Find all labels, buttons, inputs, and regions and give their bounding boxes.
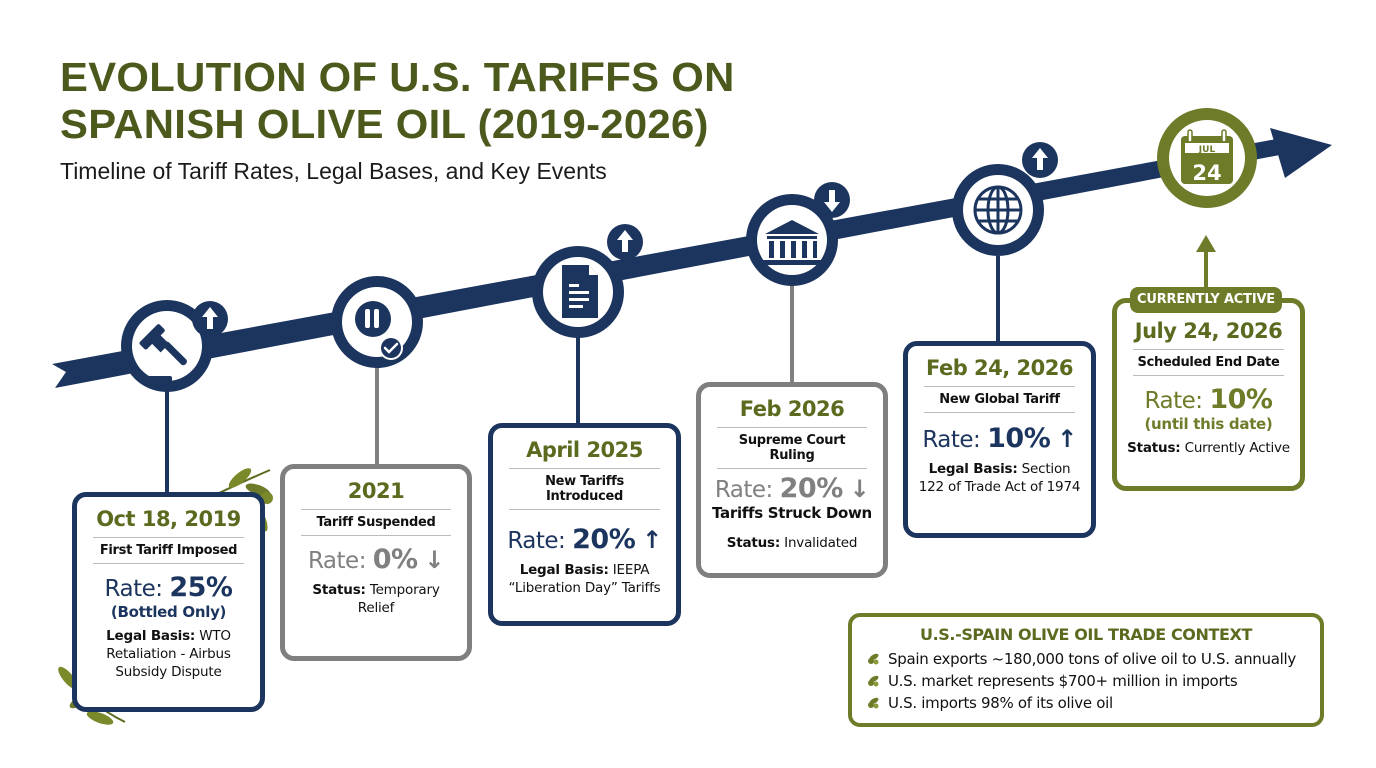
context-item: U.S. imports 98% of its olive oil: [866, 692, 1306, 714]
event-basis: Legal Basis: IEEPA “Liberation Day” Tari…: [508, 562, 661, 596]
currently-active-badge: CURRENTLY ACTIVE: [1130, 287, 1282, 313]
page-subtitle: Timeline of Tariff Rates, Legal Bases, a…: [60, 158, 607, 184]
event-card-feb-24-2026: Feb 24, 2026 New Global Tariff Rate: 10%…: [903, 341, 1096, 538]
olive-leaf-icon: [868, 653, 879, 665]
context-title: U.S.-SPAIN OLIVE OIL TRADE CONTEXT: [920, 625, 1252, 644]
event-date: Oct 18, 2019: [96, 507, 241, 531]
arrow-up-icon: [192, 301, 228, 337]
event-title: Scheduled End Date: [1133, 349, 1284, 376]
event-date: Feb 2026: [739, 397, 845, 421]
arrow-up-icon: ↑: [1057, 425, 1077, 453]
context-item: Spain exports ~180,000 tons of olive oil…: [866, 648, 1306, 670]
title-line-1: EVOLUTION OF U.S. TARIFFS ON: [60, 54, 735, 100]
event-card-2021: 2021 Tariff Suspended Rate: 0% ↓ Status:…: [280, 464, 472, 661]
event-title: Supreme Court Ruling: [717, 427, 867, 469]
gavel-icon: [121, 300, 213, 392]
event-title: New Tariffs Introduced: [509, 468, 660, 510]
arrow-down-icon: [814, 182, 850, 218]
trade-context-box: U.S.-SPAIN OLIVE OIL TRADE CONTEXT Spain…: [848, 613, 1324, 727]
event-status: Status: Invalidated: [726, 535, 858, 551]
arrow-up-icon: [607, 224, 643, 260]
event-card-july-2026: July 24, 2026 Scheduled End Date Rate: 1…: [1112, 298, 1305, 491]
event-status: Status: Currently Active: [1127, 440, 1290, 456]
context-item: U.S. market represents $700+ million in …: [866, 670, 1306, 692]
pause-check-icon: [331, 276, 423, 368]
event-rate: Rate: 25%: [104, 572, 233, 603]
event-title: Tariff Suspended: [301, 509, 451, 536]
arrow-down-icon: ↓: [849, 475, 870, 503]
event-rate-note: Tariffs Struck Down: [712, 504, 872, 522]
event-basis: Legal Basis: Section 122 of Trade Act of…: [918, 461, 1081, 495]
title-line-2: SPANISH OLIVE OIL (2019-2026): [60, 101, 709, 147]
courthouse-icon: [746, 194, 838, 286]
event-rate: Rate: 20% ↑: [507, 524, 662, 555]
event-rate: Rate: 0% ↓: [307, 544, 445, 575]
event-basis: Legal Basis: WTO Retaliation - Airbus Su…: [106, 628, 231, 680]
event-title: First Tariff Imposed: [93, 537, 244, 564]
event-date: Feb 24, 2026: [925, 356, 1074, 380]
event-rate: Rate: 10% ↑: [922, 423, 1077, 454]
connector-6-arrow: [1196, 235, 1216, 292]
arrow-down-icon: ↓: [424, 546, 445, 574]
event-date: 2021: [347, 479, 405, 503]
arrow-up-icon: [1022, 142, 1058, 178]
event-date: July 24, 2026: [1134, 319, 1283, 343]
event-date: April 2025: [526, 438, 643, 462]
olive-leaf-icon: [868, 697, 879, 709]
event-title: New Global Tariff: [924, 386, 1075, 413]
globe-icon: [952, 164, 1044, 256]
event-rate: Rate: 20% ↓: [714, 473, 870, 504]
event-card-april-2025: April 2025 New Tariffs Introduced Rate: …: [488, 423, 681, 626]
svg-text:24: 24: [1192, 161, 1221, 185]
calendar-icon: JUL 24: [1157, 108, 1257, 208]
event-rate-note: (until this date): [1144, 415, 1273, 433]
event-status: Status: Temporary Relief: [312, 582, 440, 616]
event-card-feb-2026: Feb 2026 Supreme Court Ruling Rate: 20% …: [696, 382, 888, 578]
svg-text:JUL: JUL: [1198, 145, 1216, 155]
event-card-2019: Oct 18, 2019 First Tariff Imposed Rate: …: [72, 492, 265, 712]
arrow-up-icon: ↑: [642, 526, 662, 554]
document-icon: [532, 246, 624, 338]
event-rate: Rate: 10%: [1144, 384, 1273, 415]
page-title: EVOLUTION OF U.S. TARIFFS ON SPANISH OLI…: [60, 54, 735, 148]
event-rate-note: (Bottled Only): [110, 603, 227, 621]
olive-leaf-icon: [868, 675, 879, 687]
